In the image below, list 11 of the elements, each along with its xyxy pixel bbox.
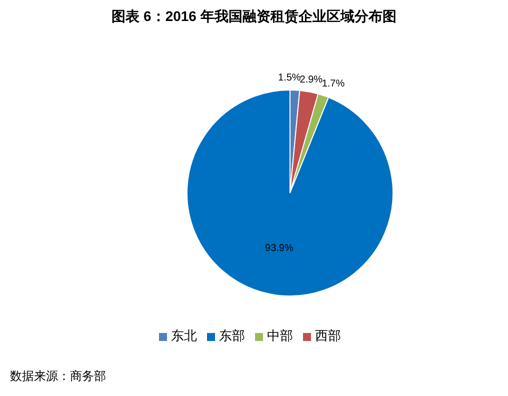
legend-label: 西部: [315, 328, 341, 343]
chart-title: 图表 6：2016 年我国融资租赁企业区域分布图: [110, 8, 398, 26]
data-label: 93.9%: [265, 243, 294, 254]
pie-slice: [186, 90, 394, 296]
legend-label: 东部: [219, 328, 245, 343]
data-label: 2.9%: [300, 74, 323, 86]
data-label: 1.5%: [278, 72, 301, 84]
source-note: 数据来源：商务部: [10, 368, 106, 385]
data-label: 1.7%: [322, 78, 345, 90]
legend-label: 中部: [267, 328, 293, 343]
legend-label: 东北: [171, 328, 197, 343]
